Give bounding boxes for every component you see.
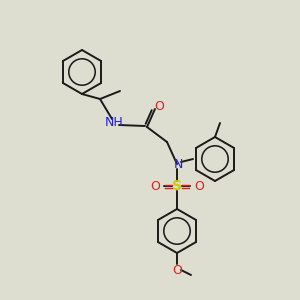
Text: O: O — [154, 100, 164, 112]
Text: S: S — [172, 179, 182, 193]
Text: N: N — [173, 158, 183, 170]
Text: NH: NH — [105, 116, 123, 128]
Text: O: O — [194, 179, 204, 193]
Text: O: O — [172, 263, 182, 277]
Text: O: O — [150, 179, 160, 193]
